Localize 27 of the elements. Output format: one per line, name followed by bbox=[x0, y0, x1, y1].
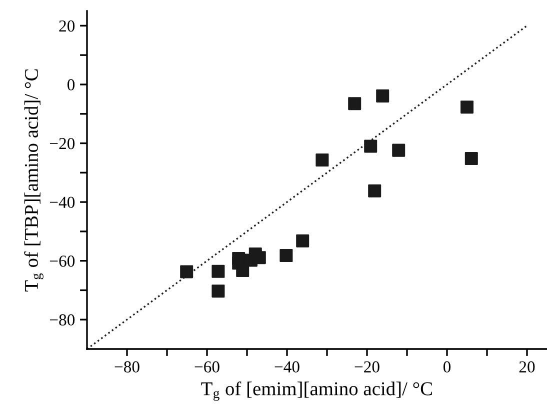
point bbox=[212, 264, 225, 278]
y-tick-label: 20 bbox=[59, 20, 75, 32]
x-axis-title: T$_{g}$ of [emim][amino acid]/ °C bbox=[201, 381, 432, 401]
x-tick-label: −60 bbox=[194, 361, 220, 373]
point bbox=[212, 284, 225, 298]
x-tick-label: −40 bbox=[274, 361, 300, 373]
y-axis-title: T$_{g}$ of [TBP][amino acid]/ °C bbox=[24, 69, 44, 292]
y-tick-label: −80 bbox=[50, 314, 75, 326]
point bbox=[368, 184, 382, 198]
x-tick-label: 0 bbox=[443, 361, 451, 373]
point bbox=[180, 265, 194, 278]
y-tick-label: −40 bbox=[50, 196, 75, 208]
x-tick-label: 20 bbox=[519, 361, 535, 373]
point bbox=[392, 144, 406, 157]
y-tick-label: −60 bbox=[50, 256, 75, 267]
point bbox=[280, 249, 293, 262]
point bbox=[460, 100, 474, 114]
x-tick-label: −20 bbox=[354, 361, 380, 373]
y-tick-label: −20 bbox=[50, 138, 75, 150]
point bbox=[464, 152, 478, 166]
x-tick-label: −80 bbox=[114, 361, 140, 373]
point bbox=[348, 97, 362, 110]
point bbox=[316, 154, 329, 167]
point bbox=[364, 140, 378, 153]
y-tick-label: 0 bbox=[67, 79, 75, 90]
point bbox=[376, 89, 390, 102]
point bbox=[296, 234, 310, 248]
